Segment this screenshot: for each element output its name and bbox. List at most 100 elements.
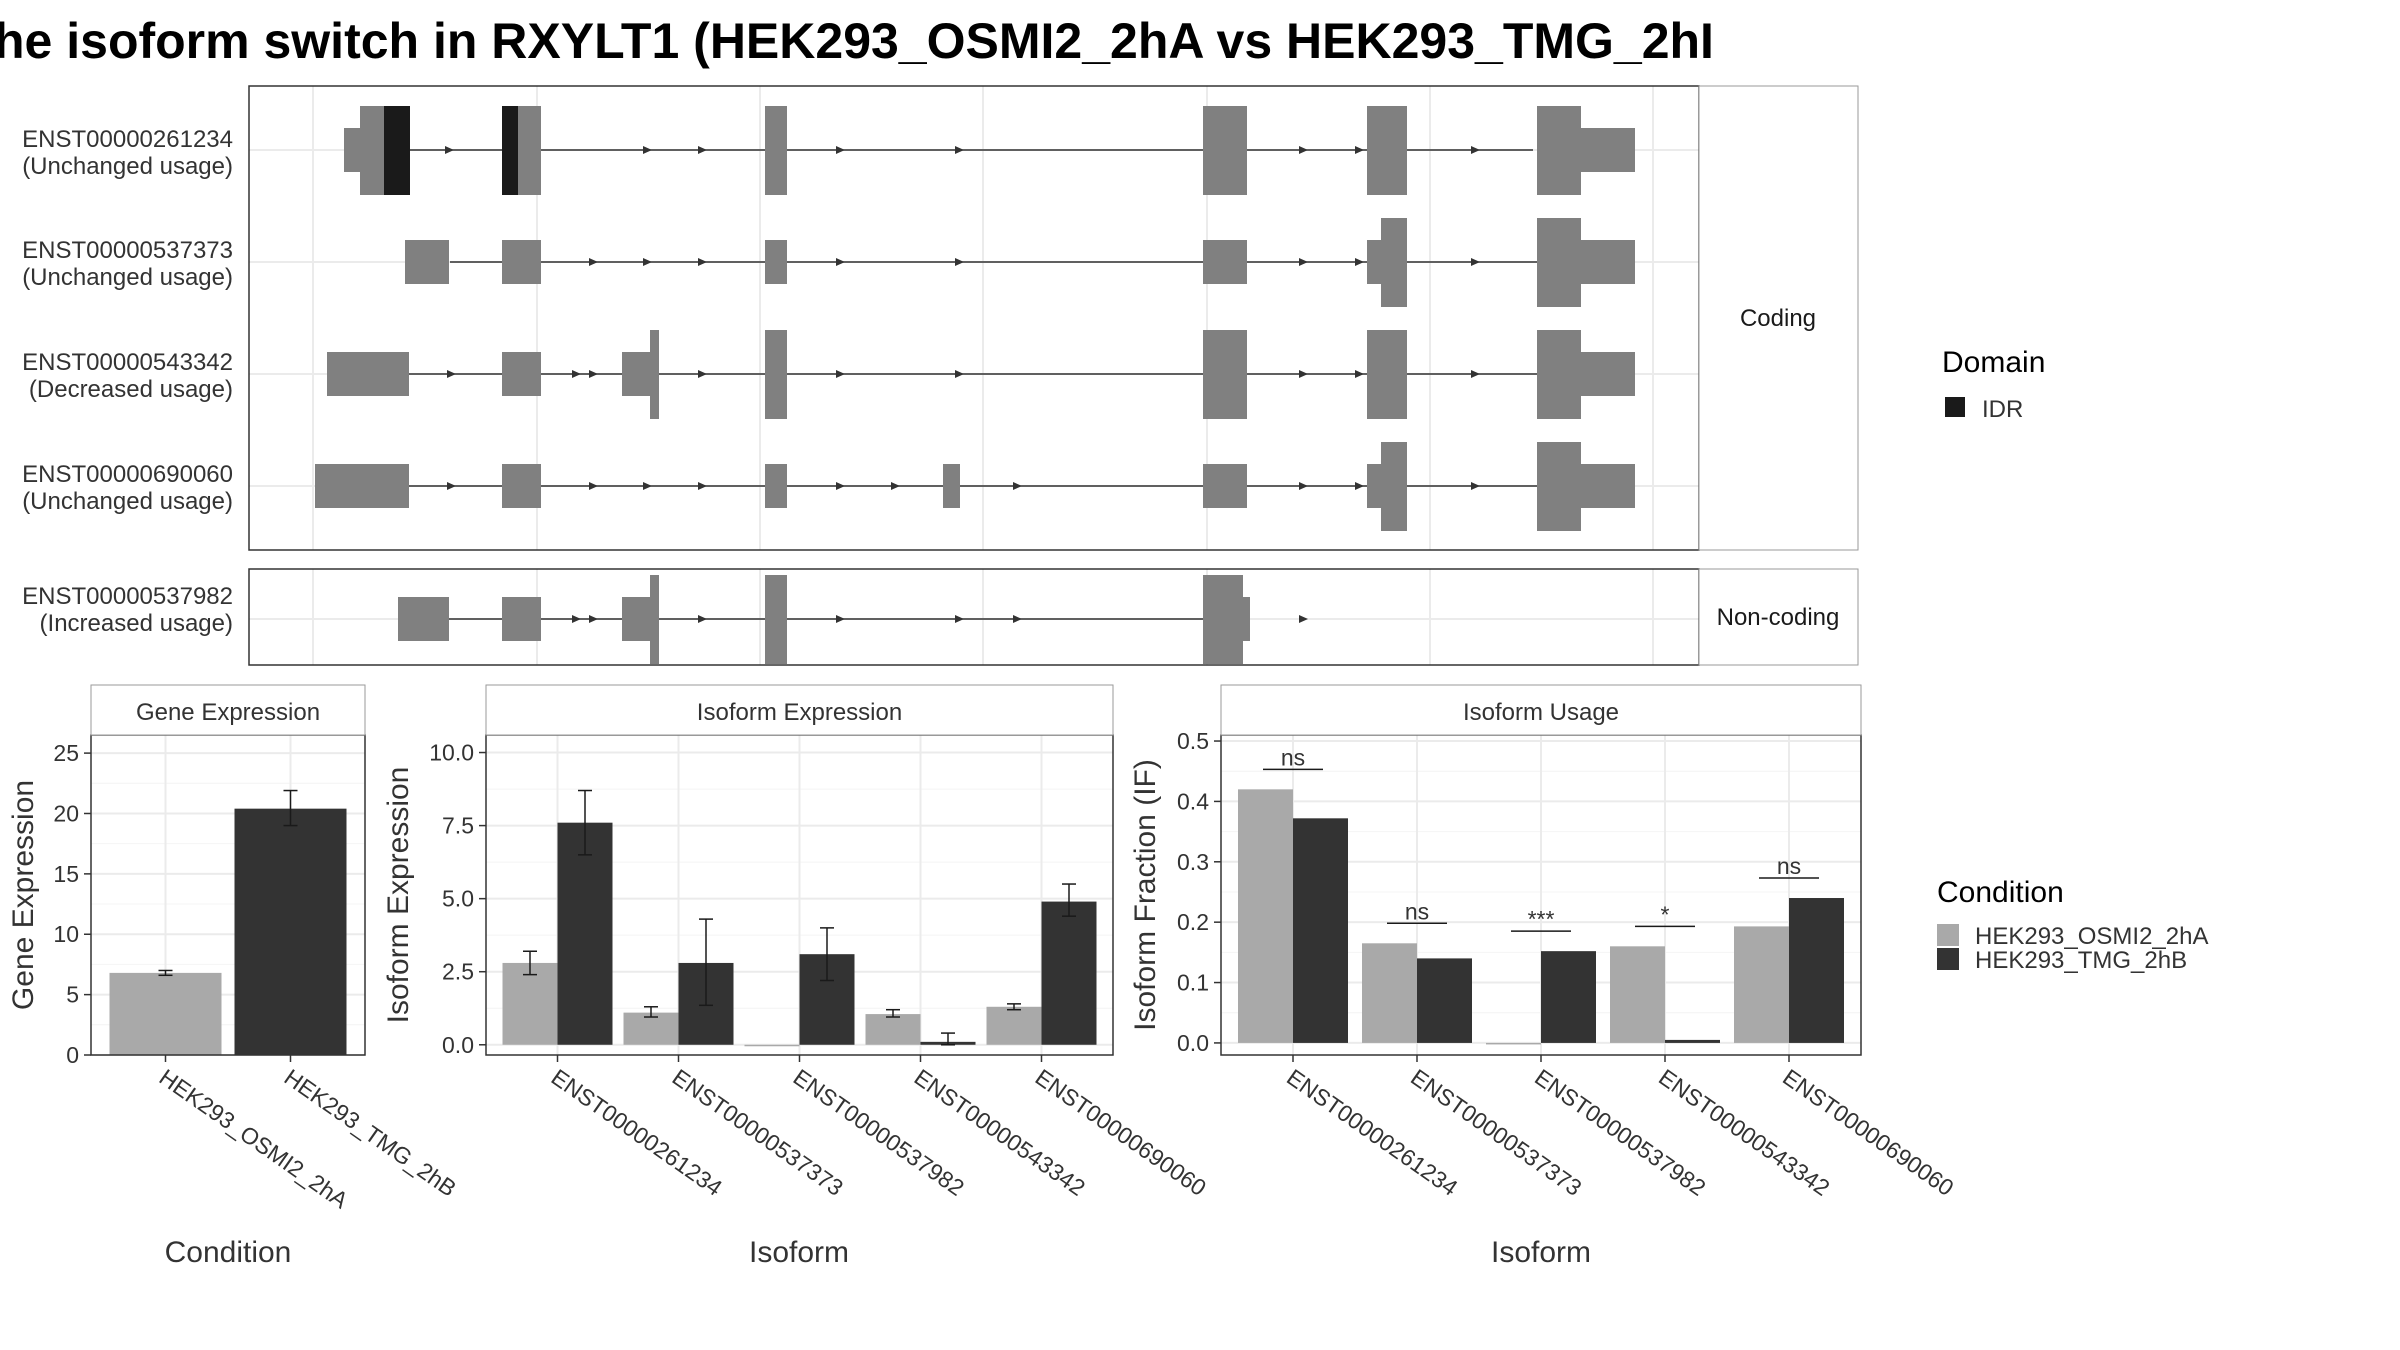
x-axis-title: Isoform <box>749 1236 849 1269</box>
x-axis-title: Condition <box>165 1236 292 1269</box>
coding-strip-label: Coding <box>1740 305 1816 332</box>
significance-label: *** <box>1528 906 1555 932</box>
bar <box>986 1006 1042 1045</box>
transcript-row: ENST00000543342 (Decreased usage) <box>22 330 1635 419</box>
transcript-id-label: ENST00000261234 <box>22 126 233 153</box>
y-tick-label: 0.0 <box>1177 1030 1209 1056</box>
transcript-row: ENST00000537982 (Increased usage) <box>22 575 1308 664</box>
panel-strip <box>485 684 1114 736</box>
intron-arrows <box>445 146 1480 154</box>
exon-blocks <box>405 218 1635 307</box>
transcript-usage-label: (Unchanged usage) <box>22 264 233 291</box>
significance-label: ns <box>1405 898 1429 924</box>
transcript-usage-label: (Unchanged usage) <box>22 488 233 515</box>
coding-panel-grid <box>249 86 1699 550</box>
y-tick-label: 2.5 <box>442 959 474 985</box>
bar <box>1238 789 1293 1043</box>
bar <box>1610 946 1665 1043</box>
intron-arrows <box>572 615 1308 623</box>
bar <box>623 1012 679 1045</box>
transcript-id-label: ENST00000690060 <box>22 461 233 488</box>
y-axis-title: Isoform Fraction (IF) <box>1129 759 1162 1031</box>
bar <box>1734 926 1789 1043</box>
condition-b-legend-label: HEK293_TMG_2hB <box>1975 947 2187 974</box>
idr-legend-label: IDR <box>1982 396 2023 423</box>
bar <box>1362 943 1417 1043</box>
exon-blocks <box>344 106 1635 195</box>
domain-legend: Domain IDR <box>1942 346 2045 423</box>
bar <box>1417 958 1472 1043</box>
idr-legend-key <box>1945 397 1965 417</box>
significance-label: * <box>1661 901 1670 927</box>
transcript-usage-label: (Increased usage) <box>40 610 233 637</box>
noncoding-panel-grid <box>249 569 1699 665</box>
bar <box>1541 951 1596 1043</box>
panel-strip-title: Isoform Usage <box>1463 699 1619 726</box>
y-tick-label: 7.5 <box>442 813 474 839</box>
idr-domain-blocks <box>384 106 518 195</box>
panel-strip-title: Gene Expression <box>136 699 320 726</box>
exon-blocks <box>398 575 1250 664</box>
y-tick-label: 0.4 <box>1177 788 1209 814</box>
domain-legend-title: Domain <box>1942 346 2045 379</box>
y-tick-label: 15 <box>53 861 79 887</box>
condition-b-legend-key <box>1937 948 1959 970</box>
intron-arrows <box>447 370 1480 378</box>
y-tick-label: 5.0 <box>442 886 474 912</box>
panel-strip <box>90 684 366 736</box>
bar <box>865 1014 921 1045</box>
transcript-row: ENST00000690060 (Unchanged usage) <box>22 442 1635 531</box>
y-tick-label: 0.5 <box>1177 728 1209 754</box>
coding-panel-border <box>248 85 1700 551</box>
y-tick-label: 25 <box>53 740 79 766</box>
transcript-id-label: ENST00000537373 <box>22 237 233 264</box>
condition-legend: Condition HEK293_OSMI2_2hA HEK293_TMG_2h… <box>1937 876 2208 974</box>
intron-arrows <box>589 258 1480 266</box>
y-tick-label: 0 <box>66 1042 79 1068</box>
figure-title: he isoform switch in RXYLT1 (HEK293_OSMI… <box>0 13 1714 69</box>
panel-strip-title: Isoform Expression <box>697 699 902 726</box>
isoform-expression-chart: Isoform Expression0.02.55.07.510.0ENST00… <box>382 684 1211 1269</box>
transcript-usage-label: (Unchanged usage) <box>22 153 233 180</box>
coding-strip <box>1698 85 1859 551</box>
transcript-usage-label: (Decreased usage) <box>29 376 233 403</box>
bar <box>1041 901 1097 1045</box>
noncoding-panel-border <box>248 568 1700 666</box>
significance-label: ns <box>1281 744 1305 770</box>
bar <box>1486 1042 1541 1045</box>
condition-legend-title: Condition <box>1937 876 2064 909</box>
bar <box>502 962 558 1045</box>
noncoding-strip <box>1698 568 1859 666</box>
y-tick-label: 5 <box>66 982 79 1008</box>
bar <box>557 822 613 1045</box>
bar <box>744 1044 800 1047</box>
transcript-structure-panel: Coding Non-coding ENST00000261234 (Uncha… <box>22 85 1859 666</box>
y-tick-label: 0.3 <box>1177 849 1209 875</box>
condition-a-legend-label: HEK293_OSMI2_2hA <box>1975 923 2208 950</box>
intron-arrows <box>447 482 1480 490</box>
y-tick-label: 10 <box>53 921 79 947</box>
transcript-id-label: ENST00000537982 <box>22 583 233 610</box>
transcript-id-label: ENST00000543342 <box>22 349 233 376</box>
y-axis-title: Isoform Expression <box>382 767 415 1024</box>
bar <box>1665 1039 1720 1043</box>
y-axis-title: Gene Expression <box>7 780 40 1010</box>
y-tick-label: 0.0 <box>442 1032 474 1058</box>
condition-a-legend-key <box>1937 924 1959 946</box>
bar <box>1789 898 1844 1043</box>
exon-blocks <box>327 330 1635 419</box>
noncoding-strip-label: Non-coding <box>1717 604 1840 631</box>
transcript-row: ENST00000537373 (Unchanged usage) <box>22 218 1635 307</box>
bar <box>109 972 222 1055</box>
x-axis-title: Isoform <box>1491 1236 1591 1269</box>
significance-label: ns <box>1777 853 1801 879</box>
y-tick-label: 10.0 <box>429 740 474 766</box>
transcript-row: ENST00000261234 (Unchanged usage) <box>22 106 1635 195</box>
exon-blocks <box>315 442 1635 531</box>
bar <box>234 808 347 1055</box>
y-tick-label: 0.2 <box>1177 909 1209 935</box>
panel-strip <box>1220 684 1862 736</box>
bar <box>1293 818 1348 1043</box>
